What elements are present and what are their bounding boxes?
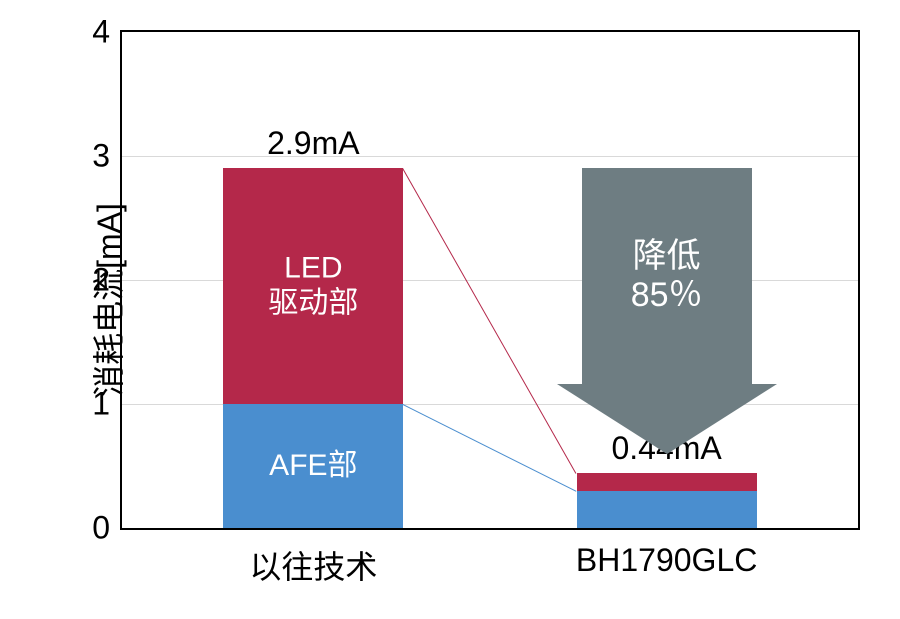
bar-segment: [577, 491, 757, 528]
connector-line: [403, 404, 577, 492]
bar-group: AFE部LED驱动部2.9mA: [223, 168, 403, 528]
y-tick-label: 3: [92, 138, 122, 175]
arrow-text: 降低85％: [631, 237, 703, 315]
y-tick-label: 4: [92, 14, 122, 51]
x-category-label: 以往技术: [249, 528, 377, 588]
x-category-label: BH1790GLC: [576, 528, 757, 579]
grid-line: [122, 156, 858, 157]
bar-segment: [577, 473, 757, 490]
bar-group: 0.44mA: [577, 473, 757, 528]
segment-label: AFE部: [269, 449, 357, 484]
y-tick-label: 0: [92, 510, 122, 547]
arrow-head: [557, 384, 777, 454]
plot-area: 01234AFE部LED驱动部2.9mA以往技术0.44mABH1790GLC降…: [120, 30, 860, 530]
bar-segment: LED驱动部: [223, 168, 403, 404]
connector-line: [402, 168, 576, 474]
chart-container: 消耗电流[mA] 01234AFE部LED驱动部2.9mA以往技术0.44mAB…: [0, 0, 900, 619]
bar-total-label: 2.9mA: [267, 125, 359, 162]
y-tick-label: 1: [92, 386, 122, 423]
bar-segment: AFE部: [223, 404, 403, 528]
segment-label: LED驱动部: [268, 252, 358, 321]
y-tick-label: 2: [92, 262, 122, 299]
